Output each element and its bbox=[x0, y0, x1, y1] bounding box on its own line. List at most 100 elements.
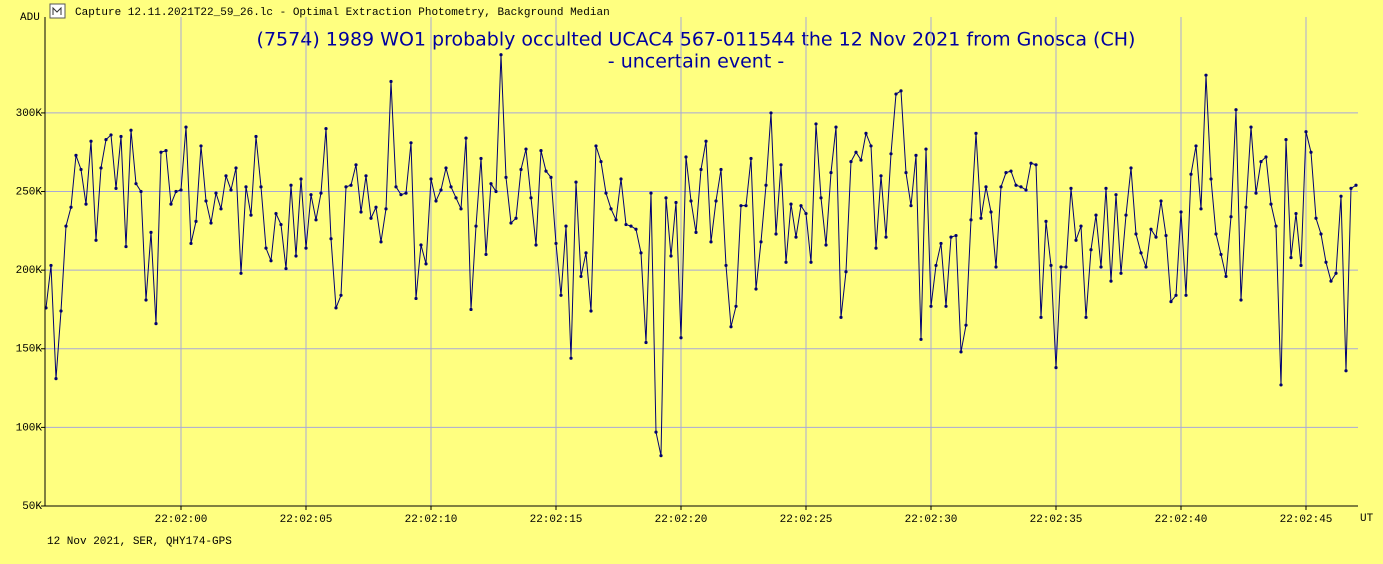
x-axis-label: UT bbox=[1360, 513, 1374, 525]
data-point bbox=[704, 139, 708, 143]
data-point bbox=[999, 185, 1003, 189]
data-point bbox=[759, 240, 763, 244]
data-point bbox=[824, 243, 828, 247]
data-point bbox=[684, 155, 688, 159]
data-point bbox=[774, 232, 778, 236]
data-point bbox=[284, 266, 288, 271]
data-point bbox=[294, 254, 298, 258]
data-point bbox=[674, 200, 678, 205]
data-point bbox=[329, 237, 333, 241]
data-point bbox=[409, 141, 413, 145]
data-point bbox=[309, 193, 313, 197]
data-point bbox=[839, 315, 843, 319]
data-point bbox=[1074, 238, 1078, 242]
data-point bbox=[554, 241, 558, 246]
data-point bbox=[844, 270, 848, 274]
data-point bbox=[239, 271, 243, 275]
data-point bbox=[219, 207, 223, 211]
data-point bbox=[1019, 185, 1023, 189]
data-point bbox=[654, 430, 658, 434]
data-point bbox=[834, 125, 838, 129]
data-point bbox=[224, 174, 228, 178]
data-point bbox=[994, 265, 998, 269]
data-point bbox=[479, 156, 483, 161]
data-point bbox=[1179, 210, 1183, 214]
data-point bbox=[149, 230, 153, 235]
data-point bbox=[209, 221, 213, 225]
x-tick-label: 22:02:30 bbox=[905, 514, 958, 526]
y-tick-label: 50K bbox=[22, 501, 42, 513]
data-point bbox=[369, 216, 373, 220]
data-point bbox=[1259, 160, 1263, 164]
data-point bbox=[49, 263, 53, 268]
data-point bbox=[99, 166, 103, 170]
data-point bbox=[579, 274, 583, 279]
data-point bbox=[1139, 251, 1143, 255]
data-point bbox=[634, 227, 638, 231]
data-point bbox=[489, 182, 493, 186]
data-point bbox=[734, 304, 738, 308]
data-point bbox=[1329, 279, 1333, 283]
data-point bbox=[254, 134, 258, 139]
data-point bbox=[1014, 183, 1018, 187]
data-point bbox=[129, 128, 133, 132]
data-point bbox=[124, 244, 128, 249]
data-point bbox=[879, 174, 883, 178]
data-point bbox=[1199, 207, 1203, 211]
data-point bbox=[79, 167, 83, 172]
data-point bbox=[929, 304, 933, 308]
data-point bbox=[1349, 186, 1353, 190]
data-point bbox=[899, 89, 903, 93]
data-point bbox=[169, 202, 173, 206]
y-tick-label: 200K bbox=[16, 265, 43, 277]
data-point bbox=[314, 218, 318, 222]
data-point bbox=[849, 160, 853, 164]
data-point bbox=[74, 153, 78, 157]
data-point bbox=[459, 207, 463, 211]
data-point bbox=[544, 169, 548, 173]
footer: 12 Nov 2021, SER, QHY174-GPS bbox=[47, 536, 232, 548]
data-point bbox=[609, 207, 613, 211]
data-point bbox=[494, 189, 498, 194]
data-point bbox=[69, 205, 73, 209]
data-point bbox=[334, 306, 338, 310]
data-point bbox=[119, 134, 123, 139]
data-point bbox=[299, 177, 303, 181]
data-point bbox=[399, 193, 403, 197]
data-point bbox=[229, 188, 233, 192]
y-tick-label: 250K bbox=[16, 186, 43, 198]
data-point bbox=[1249, 125, 1253, 129]
data-point bbox=[894, 92, 898, 96]
data-point bbox=[789, 202, 793, 206]
data-point bbox=[1289, 255, 1293, 260]
data-point bbox=[934, 263, 938, 268]
data-point bbox=[1064, 265, 1068, 269]
data-point bbox=[1144, 265, 1148, 269]
data-point bbox=[449, 185, 453, 189]
x-tick-label: 22:02:45 bbox=[1280, 514, 1333, 526]
data-point bbox=[784, 260, 788, 264]
data-point bbox=[1054, 366, 1058, 370]
data-point bbox=[744, 204, 748, 208]
data-point bbox=[974, 131, 978, 135]
plot bbox=[44, 53, 1358, 458]
data-point bbox=[54, 377, 58, 381]
data-point bbox=[689, 199, 693, 203]
data-point bbox=[519, 167, 523, 172]
data-point bbox=[1299, 263, 1303, 268]
data-point bbox=[969, 218, 973, 222]
data-point bbox=[144, 298, 148, 302]
data-point bbox=[1104, 186, 1108, 190]
data-point bbox=[189, 241, 193, 246]
data-point bbox=[1309, 150, 1313, 154]
data-point bbox=[1089, 248, 1093, 252]
data-point bbox=[1334, 271, 1338, 275]
data-point bbox=[949, 235, 953, 239]
data-point bbox=[869, 144, 873, 148]
data-point bbox=[649, 191, 653, 195]
data-point bbox=[594, 144, 598, 148]
data-point bbox=[804, 211, 808, 216]
data-point bbox=[939, 241, 943, 246]
data-point bbox=[709, 240, 713, 244]
data-point bbox=[1319, 232, 1323, 236]
